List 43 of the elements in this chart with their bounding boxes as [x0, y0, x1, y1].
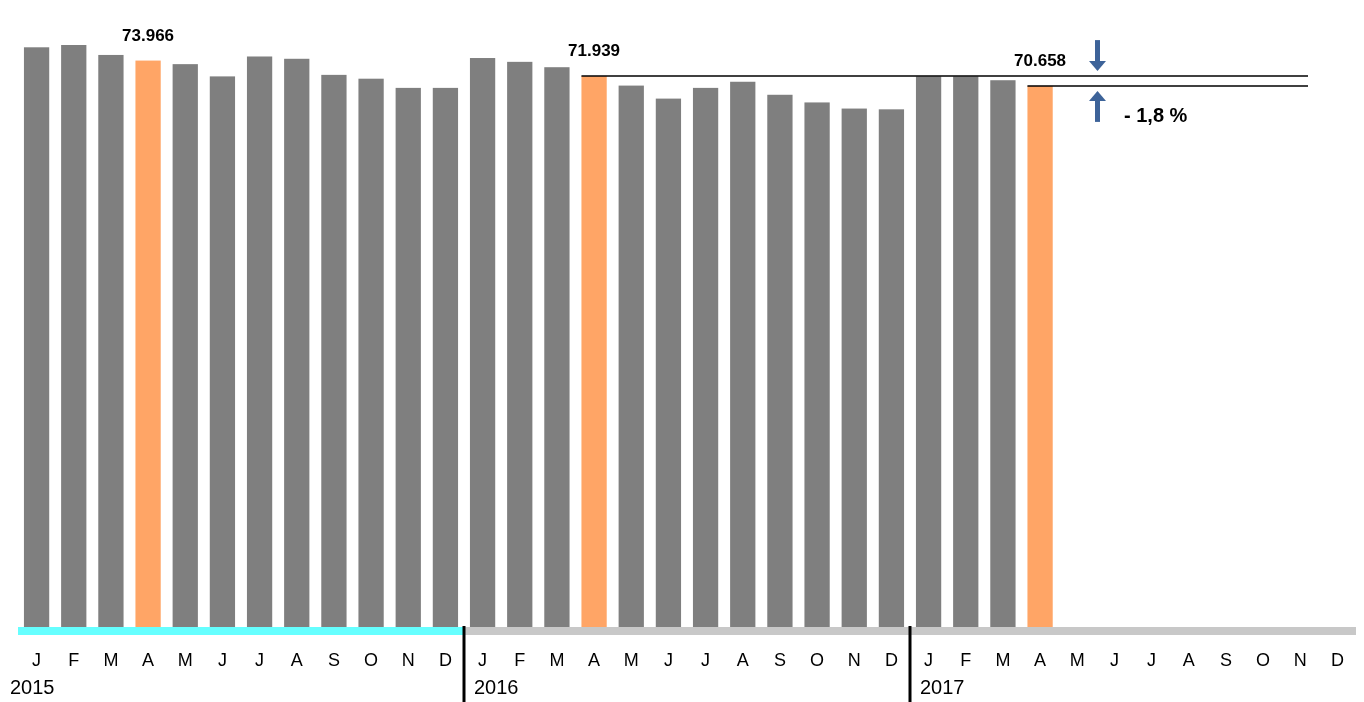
- data-label: 73.966: [122, 25, 175, 45]
- x-tick-label: F: [514, 650, 526, 670]
- x-tick-label: J: [1109, 650, 1119, 670]
- x-tick-label: O: [1256, 650, 1271, 670]
- x-tick-label: N: [401, 650, 415, 670]
- x-tick-label: N: [1293, 650, 1307, 670]
- x-tick-label: M: [103, 650, 119, 670]
- data-label: 71.939: [568, 41, 621, 61]
- x-tick-label: N: [847, 650, 861, 670]
- x-tick-label: D: [438, 650, 452, 670]
- x-tick-label: F: [68, 650, 80, 670]
- x-tick-label: F: [960, 650, 972, 670]
- x-tick-label: J: [478, 650, 488, 670]
- data-label: 70.658: [1014, 50, 1067, 70]
- x-tick-label: J: [217, 650, 227, 670]
- annotation: - 1,8 %: [1124, 103, 1188, 126]
- x-tick-label: J: [1147, 650, 1157, 670]
- x-tick-label: A: [588, 650, 601, 670]
- x-tick-label: O: [810, 650, 825, 670]
- x-tick-label: J: [255, 650, 265, 670]
- x-tick-label: J: [32, 650, 42, 670]
- x-tick-label: D: [1330, 650, 1344, 670]
- x-tick-label: D: [884, 650, 898, 670]
- x-tick-label: J: [924, 650, 934, 670]
- x-tick-label: M: [549, 650, 565, 670]
- x-tick-label: J: [663, 650, 673, 670]
- x-tick-label: O: [364, 650, 379, 670]
- x-tick-label: M: [177, 650, 193, 670]
- x-tick-label: S: [327, 650, 340, 670]
- text: 2016: [474, 676, 519, 698]
- x-tick-label: A: [142, 650, 155, 670]
- x-tick-label: A: [1182, 650, 1195, 670]
- text: 2017: [920, 676, 965, 698]
- x-tick-label: M: [1069, 650, 1085, 670]
- x-tick-label: M: [995, 650, 1011, 670]
- x-tick-label: M: [623, 650, 639, 670]
- x-tick-label: S: [1219, 650, 1232, 670]
- x-tick-label: A: [736, 650, 749, 670]
- x-tick-label: A: [1034, 650, 1047, 670]
- x-tick-label: A: [290, 650, 303, 670]
- text: 2015: [10, 676, 55, 698]
- x-tick-label: J: [701, 650, 711, 670]
- x-tick-label: S: [773, 650, 786, 670]
